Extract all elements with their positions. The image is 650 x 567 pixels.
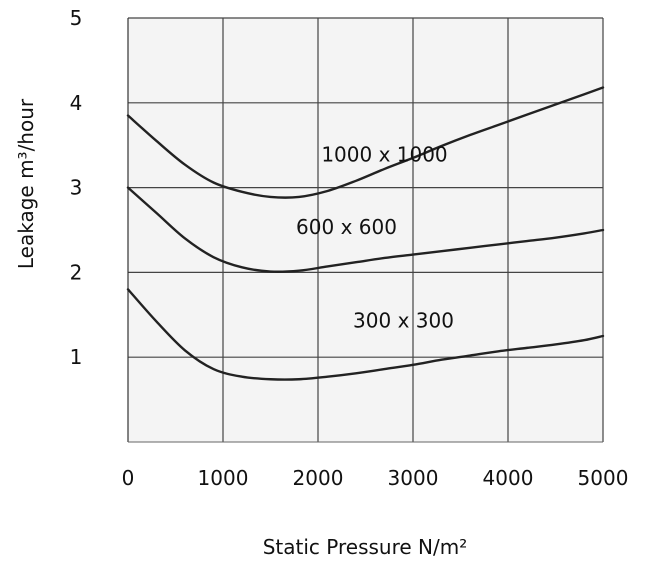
y-axis-ticks: 1 2 3 4 5 (70, 6, 83, 369)
y-tick-label: 4 (70, 91, 83, 115)
x-tick-label: 0 (122, 466, 135, 490)
x-axis-ticks: 0 1000 2000 3000 4000 5000 (122, 466, 629, 490)
series-label-1: 1000 x 1000 (321, 142, 447, 166)
x-tick-label: 2000 (293, 466, 344, 490)
y-axis-label: Leakage m³/hour (14, 98, 38, 269)
x-tick-label: 1000 (198, 466, 249, 490)
series-lines (126, 86, 605, 381)
x-axis-label: Static Pressure N/m² (263, 535, 468, 559)
x-tick-label: 3000 (388, 466, 439, 490)
series-label-2: 600 x 600 (296, 215, 397, 239)
x-tick-label: 4000 (483, 466, 534, 490)
series-line-3 (126, 288, 605, 381)
series-label-3: 300 x 300 (353, 309, 454, 333)
series-labels: 1000 x 1000 600 x 600 300 x 300 (296, 142, 454, 332)
series-line-2 (126, 186, 605, 273)
y-tick-label: 1 (70, 345, 83, 369)
y-tick-label: 5 (70, 6, 83, 30)
x-tick-label: 5000 (578, 466, 629, 490)
grid-lines (127, 17, 604, 443)
series-line-1 (126, 86, 605, 199)
y-tick-label: 2 (70, 260, 83, 284)
y-tick-label: 3 (70, 176, 83, 200)
